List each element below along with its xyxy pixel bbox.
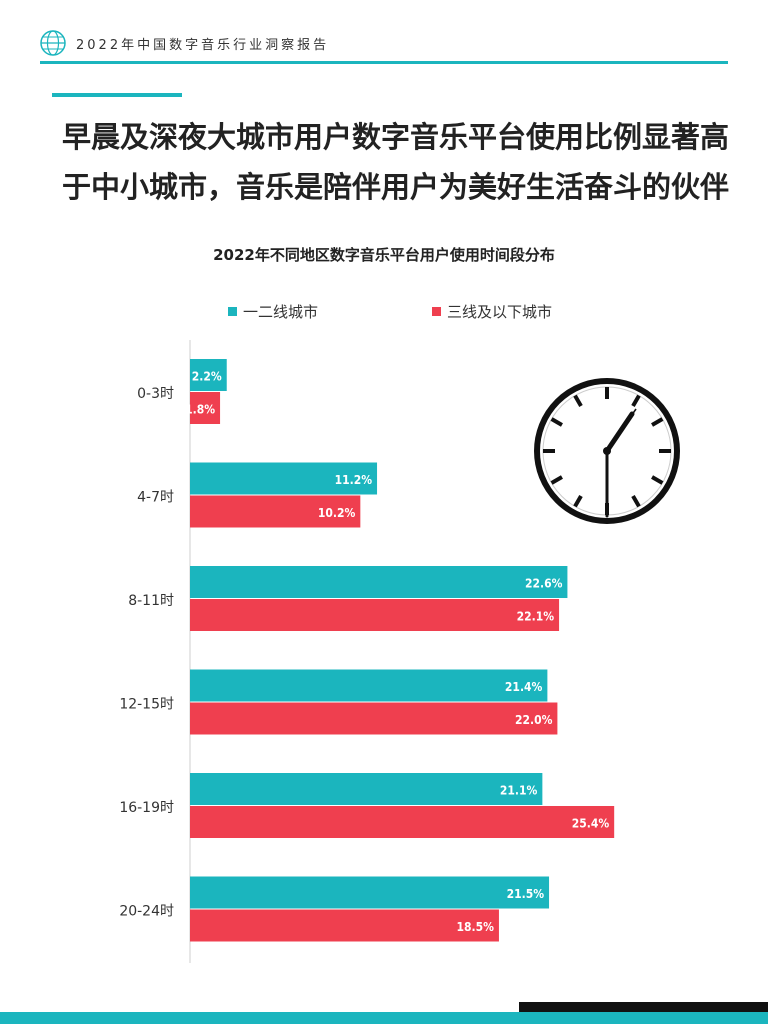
clock-tick [651,475,664,485]
bar-tier3 [190,495,361,528]
clock-tick [550,417,563,427]
bar-tier3 [190,599,560,631]
chart-title: 2022年不同地区数字音乐平台用户使用时间段分布 [213,246,555,264]
data-label: 18.5% [456,920,494,934]
legend-swatch-tier12 [228,307,237,316]
bar-tier12 [190,669,548,702]
data-label: 22.6% [525,577,563,591]
y-tick-label: 8-11时 [128,593,174,609]
legend-label-tier12: 一二线城市 [243,303,319,321]
legend-item-tier3: 三线及以下城市 [432,301,552,322]
y-tick-label: 0-3时 [137,386,174,402]
clock-tick [573,394,583,407]
bar-tier3 [190,909,499,942]
headline-line-1: 早晨及深夜大城市用户数字音乐平台使用比例显著高 [62,120,730,154]
legend-item-tier12: 一二线城市 [228,301,318,322]
data-label: 21.4% [505,680,543,694]
y-tick-label: 12-15时 [119,697,174,713]
footer-accent-dark [519,1002,768,1012]
data-label: 25.4% [572,817,610,831]
report-header: 2022年中国数字音乐行业洞察报告 [40,28,329,58]
data-label: 21.5% [507,887,545,901]
clock-tick [651,417,664,427]
headline-line-2: 于中小城市，音乐是陪伴用户为美好生活奋斗的伙伴 [62,170,730,204]
y-tick-label: 20-24时 [119,904,174,920]
data-label: 22.1% [517,610,555,624]
legend-swatch-tier3 [432,307,441,316]
report-title: 2022年中国数字音乐行业洞察报告 [76,37,330,53]
data-label: 21.1% [500,784,538,798]
bar-tier12 [190,876,550,909]
bar-tier3 [190,702,558,735]
data-label: 1.8% [185,403,215,417]
bar-tier3 [190,392,221,424]
title-accent-bar [52,93,182,97]
clock-tick [631,394,641,407]
footer-bar [0,1012,768,1024]
clock-tick [550,475,563,485]
wall-clock-icon [534,378,680,524]
bar-tier12 [190,462,378,495]
globe-logo-icon [40,30,66,56]
bar-tier3 [190,806,615,838]
legend-label-tier3: 三线及以下城市 [447,303,553,321]
bar-tier12 [190,773,543,805]
bar-tier12 [190,359,227,391]
clock-tick [573,495,583,508]
data-label: 11.2% [335,473,373,487]
header-divider [40,61,728,64]
data-label: 2.2% [192,370,222,384]
data-label: 10.2% [318,506,356,520]
bar-tier12 [190,566,568,598]
data-label: 22.0% [515,713,553,727]
clock-tick [631,495,641,508]
page-headline: 早晨及深夜大城市用户数字音乐平台使用比例显著高 于中小城市，音乐是陪伴用户为美好… [62,112,742,212]
y-tick-label: 4-7时 [137,490,174,506]
y-tick-label: 16-19时 [119,800,174,816]
